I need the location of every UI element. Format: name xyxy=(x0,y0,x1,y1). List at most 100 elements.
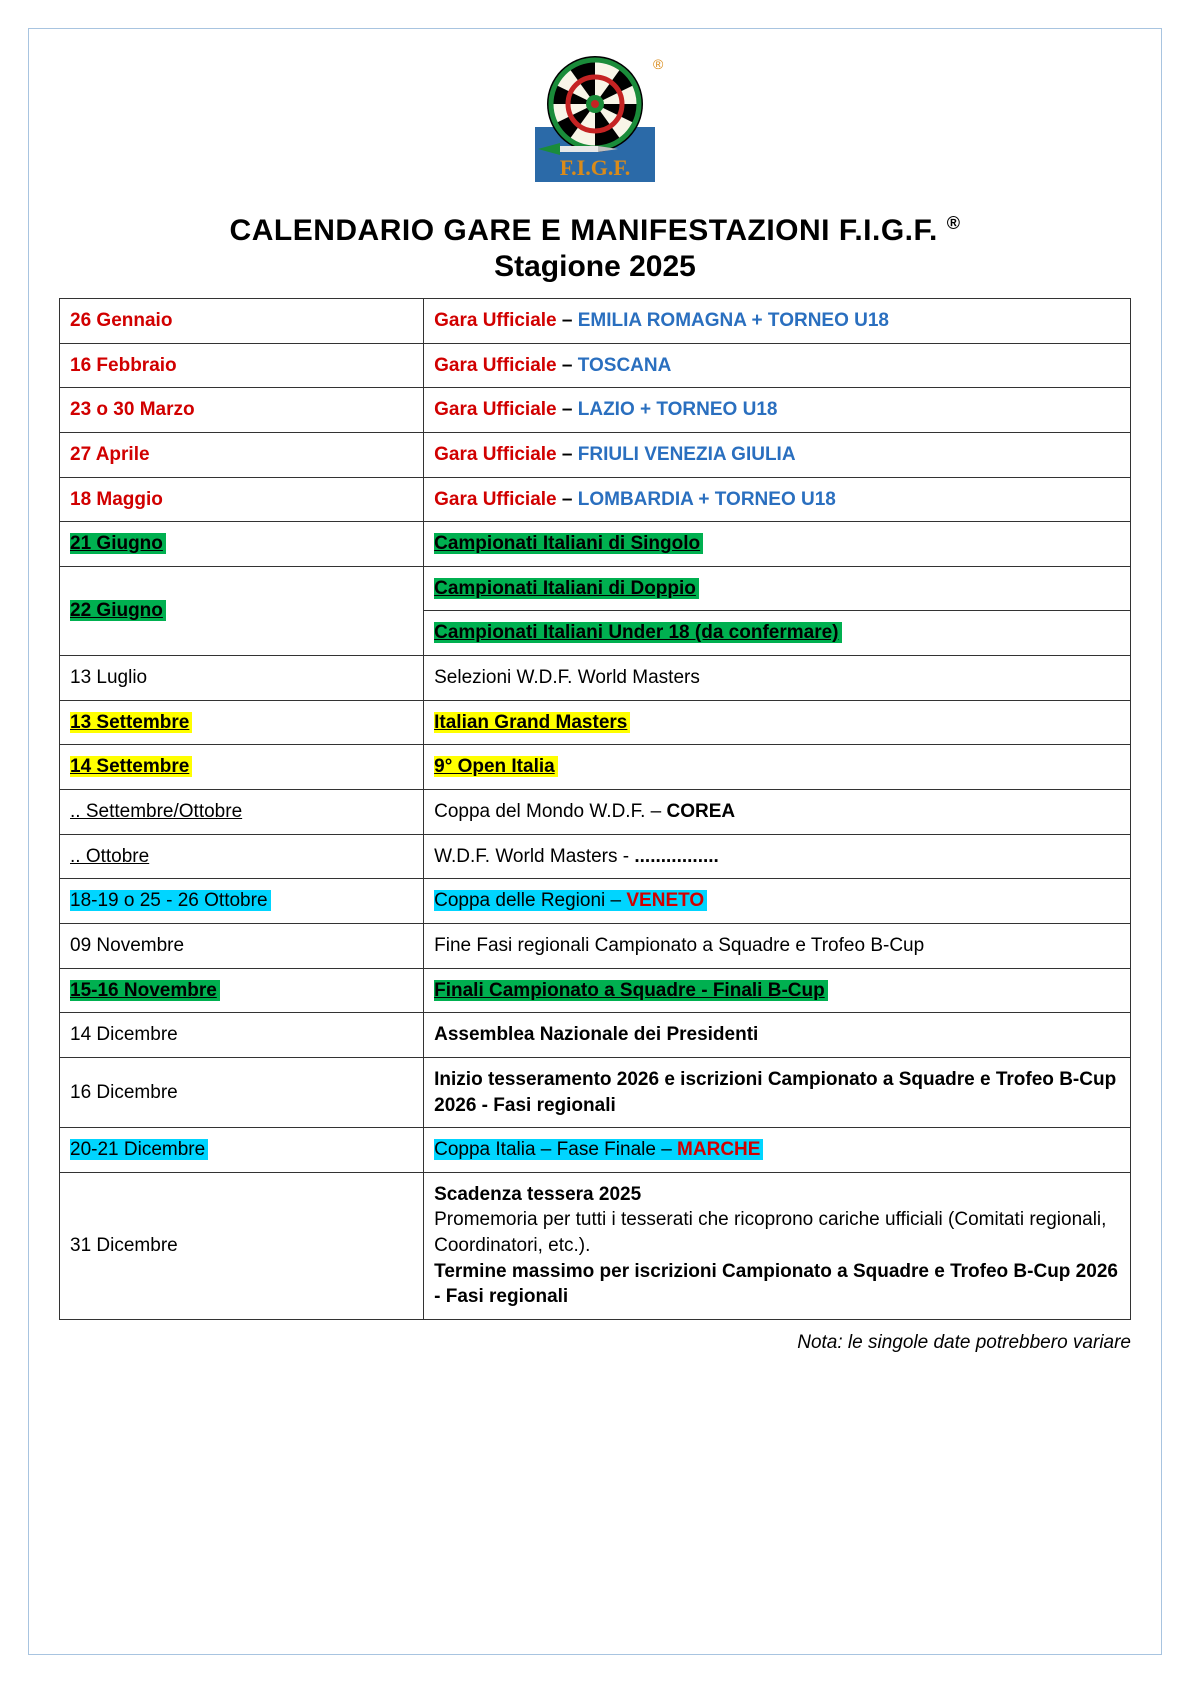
desc-dash: – xyxy=(557,444,578,465)
date-text: 23 o 30 Marzo xyxy=(70,399,195,420)
page: F.I.G.F. ® CALENDARIO GARE E MANIFESTAZI… xyxy=(0,0,1190,1683)
desc-cell: Fine Fasi regionali Campionato a Squadre… xyxy=(424,923,1131,968)
desc-text-top: Campionati Italiani di Doppio xyxy=(434,578,699,599)
logo-trademark: ® xyxy=(653,56,664,72)
desc-prefix: Gara Ufficiale xyxy=(434,310,557,331)
date-cell: 13 Settembre xyxy=(60,700,424,745)
desc-location: LOMBARDIA + TORNEO U18 xyxy=(578,489,836,510)
desc-cell: Assemblea Nazionale dei Presidenti xyxy=(424,1013,1131,1058)
date-cell: 09 Novembre xyxy=(60,923,424,968)
desc-text: Italian Grand Masters xyxy=(434,712,630,733)
document-frame: F.I.G.F. ® CALENDARIO GARE E MANIFESTAZI… xyxy=(28,28,1162,1655)
title-sup: ® xyxy=(947,213,961,233)
date-cell: .. Ottobre xyxy=(60,834,424,879)
desc-location: VENETO xyxy=(626,890,704,911)
desc-line: Termine massimo per iscrizioni Campionat… xyxy=(434,1259,1120,1310)
table-row: 14 Settembre 9° Open Italia xyxy=(60,745,1131,790)
desc-prefix: Coppa delle Regioni – xyxy=(434,890,626,911)
desc-location: EMILIA ROMAGNA + TORNEO U18 xyxy=(578,310,889,331)
calendar-table: 26 GennaioGara Ufficiale – EMILIA ROMAGN… xyxy=(59,298,1131,1320)
date-text: 15-16 Novembre xyxy=(70,980,220,1001)
table-row: 20-21 Dicembre Coppa Italia – Fase Finale… xyxy=(60,1128,1131,1173)
date-cell: 18-19 o 25 - 26 Ottobre xyxy=(60,879,424,924)
desc-text: Campionati Italiani di Singolo xyxy=(434,533,703,554)
desc-text: Coppa del Mondo W.D.F. – xyxy=(434,801,666,822)
table-row: 22 GiugnoCampionati Italiani di Doppio C… xyxy=(60,566,1131,655)
date-cell: 14 Dicembre xyxy=(60,1013,424,1058)
desc-cell: Coppa delle Regioni – VENETO xyxy=(424,879,1131,924)
table-row: .. OttobreW.D.F. World Masters - .......… xyxy=(60,834,1131,879)
desc-cell: Gara Ufficiale – EMILIA ROMAGNA + TORNEO… xyxy=(424,299,1131,344)
date-cell: 16 Febbraio xyxy=(60,343,424,388)
desc-dash: – xyxy=(557,489,578,510)
date-cell: 18 Maggio xyxy=(60,477,424,522)
desc-cell: 9° Open Italia xyxy=(424,745,1131,790)
table-row: 16 DicembreInizio tesseramento 2026 e is… xyxy=(60,1057,1131,1127)
desc-cell: Campionati Italiani di Doppio Campionati… xyxy=(424,566,1131,655)
desc-location: TOSCANA xyxy=(578,355,672,376)
desc-line: Promemoria per tutti i tesserati che ric… xyxy=(434,1207,1120,1258)
date-cell: 14 Settembre xyxy=(60,745,424,790)
calendar-body: 26 GennaioGara Ufficiale – EMILIA ROMAGN… xyxy=(60,299,1131,1320)
date-text: 18-19 o 25 - 26 Ottobre xyxy=(70,890,271,911)
date-cell: 15-16 Novembre xyxy=(60,968,424,1013)
desc-text: Inizio tesseramento 2026 e iscrizioni Ca… xyxy=(434,1069,1116,1116)
date-cell: 13 Luglio xyxy=(60,656,424,701)
table-row: 21 Giugno Campionati Italiani di Singolo xyxy=(60,522,1131,567)
desc-cell: W.D.F. World Masters - ................ xyxy=(424,834,1131,879)
desc-cell: Coppa del Mondo W.D.F. – COREA xyxy=(424,790,1131,835)
date-cell: 16 Dicembre xyxy=(60,1057,424,1127)
date-text: 18 Maggio xyxy=(70,489,163,510)
table-row: 15-16 Novembre Finali Campionato a Squadr… xyxy=(60,968,1131,1013)
desc-cell: Finali Campionato a Squadre - Finali B-C… xyxy=(424,968,1131,1013)
desc-cell: Coppa Italia – Fase Finale – MARCHE xyxy=(424,1128,1131,1173)
date-cell: 22 Giugno xyxy=(60,566,424,655)
date-text: 14 Settembre xyxy=(70,756,192,777)
desc-prefix: Gara Ufficiale xyxy=(434,399,557,420)
desc-dash: – xyxy=(557,310,578,331)
table-row: 31 DicembreScadenza tessera 2025Promemor… xyxy=(60,1172,1131,1319)
date-cell: 20-21 Dicembre xyxy=(60,1128,424,1173)
desc-bold: COREA xyxy=(666,801,735,822)
desc-wrap: Coppa Italia – Fase Finale – MARCHE xyxy=(434,1139,763,1160)
date-cell: 26 Gennaio xyxy=(60,299,424,344)
footer-note: Nota: le singole date potrebbero variare xyxy=(59,1332,1131,1354)
date-cell: 21 Giugno xyxy=(60,522,424,567)
desc-location: FRIULI VENEZIA GIULIA xyxy=(578,444,796,465)
desc-bold: ................ xyxy=(634,846,718,867)
table-row: 27 Aprile Gara Ufficiale – FRIULI VENEZIA… xyxy=(60,432,1131,477)
date-cell: 31 Dicembre xyxy=(60,1172,424,1319)
desc-cell: Inizio tesseramento 2026 e iscrizioni Ca… xyxy=(424,1057,1131,1127)
figf-logo-icon: F.I.G.F. ® xyxy=(510,49,680,199)
desc-cell: Italian Grand Masters xyxy=(424,700,1131,745)
desc-dash: – xyxy=(557,399,578,420)
desc-cell: Selezioni W.D.F. World Masters xyxy=(424,656,1131,701)
date-cell: .. Settembre/Ottobre xyxy=(60,790,424,835)
desc-cell: Gara Ufficiale – LOMBARDIA + TORNEO U18 xyxy=(424,477,1131,522)
date-text: 20-21 Dicembre xyxy=(70,1139,208,1160)
desc-split: Campionati Italiani di Doppio Campionati… xyxy=(434,576,1120,646)
desc-text: Assemblea Nazionale dei Presidenti xyxy=(434,1024,758,1045)
title-text: CALENDARIO GARE E MANIFESTAZIONI F.I.G.F… xyxy=(230,214,938,247)
date-text: .. Settembre/Ottobre xyxy=(70,801,242,822)
table-row: .. Settembre/Ottobre Coppa del Mondo W.D.… xyxy=(60,790,1131,835)
table-row: 18-19 o 25 - 26 Ottobre Coppa delle Regio… xyxy=(60,879,1131,924)
desc-text: 9° Open Italia xyxy=(434,756,558,777)
table-row: 26 GennaioGara Ufficiale – EMILIA ROMAGN… xyxy=(60,299,1131,344)
desc-prefix: Gara Ufficiale xyxy=(434,489,557,510)
table-row: 16 FebbraioGara Ufficiale – TOSCANA xyxy=(60,343,1131,388)
desc-location: LAZIO + TORNEO U18 xyxy=(578,399,778,420)
date-cell: 27 Aprile xyxy=(60,432,424,477)
page-title: CALENDARIO GARE E MANIFESTAZIONI F.I.G.F… xyxy=(59,213,1131,248)
desc-location: MARCHE xyxy=(677,1139,760,1160)
page-subtitle: Stagione 2025 xyxy=(59,250,1131,284)
desc-prefix: Gara Ufficiale xyxy=(434,444,557,465)
desc-cell: Scadenza tessera 2025Promemoria per tutt… xyxy=(424,1172,1131,1319)
date-text: 27 Aprile xyxy=(70,444,150,465)
table-row: 14 Dicembre Assemblea Nazionale dei Presi… xyxy=(60,1013,1131,1058)
date-text: 21 Giugno xyxy=(70,533,166,554)
table-row: 13 LuglioSelezioni W.D.F. World Masters xyxy=(60,656,1131,701)
desc-text: W.D.F. World Masters - xyxy=(434,846,634,867)
date-text: 16 Febbraio xyxy=(70,355,177,376)
desc-cell: Gara Ufficiale – FRIULI VENEZIA GIULIA xyxy=(424,432,1131,477)
